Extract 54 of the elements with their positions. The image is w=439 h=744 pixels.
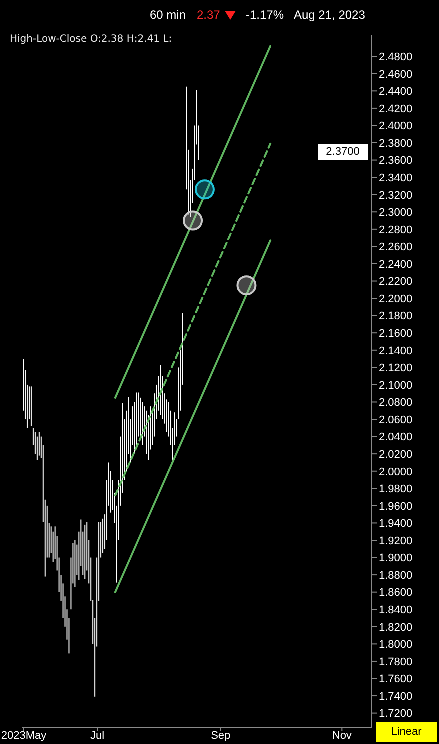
point	[236, 276, 257, 296]
y-tick-label: 2.0000	[379, 466, 413, 478]
y-tick-label: 1.7600	[379, 674, 413, 686]
text: Aug 21, 2023	[294, 8, 366, 22]
y-tick-label: 2.1200	[379, 362, 413, 375]
scale-button[interactable]: Linear	[376, 722, 437, 742]
y-tick-label: 1.8400	[379, 604, 413, 617]
y-tick-label: 2.1600	[379, 328, 413, 340]
y-tick-label: 2.1800	[379, 310, 413, 323]
y-tick-label: 1.7800	[379, 656, 413, 668]
y-tick-label: 1.9200	[379, 535, 413, 548]
y-tick-label: 1.9000	[379, 552, 413, 565]
y-tick-label: 2.3600	[379, 155, 413, 168]
annotation: 2.3700	[326, 146, 360, 158]
y-tick-label: 2.0600	[379, 414, 413, 426]
y-tick-label: 2.3200	[379, 190, 413, 202]
y-tick-label: 1.7400	[379, 690, 413, 703]
y-tick-label: 2.2400	[379, 258, 413, 271]
y-tick-label: 2.1400	[379, 345, 413, 358]
y-tick-label: 2.4200	[379, 103, 413, 116]
chart-title: 60 min	[150, 8, 186, 22]
y-tick-label: 2.3400	[379, 172, 413, 184]
y-tick-label: 1.7200	[379, 708, 413, 720]
y-tick-label: 2.4400	[379, 86, 413, 98]
y-tick-label: 2.4000	[379, 120, 413, 133]
y-tick-label: 1.9800	[379, 484, 413, 496]
x-tick-label: Nov	[332, 730, 352, 742]
y-tick-label: 2.2600	[379, 242, 413, 254]
y-tick-label: 1.9600	[379, 500, 413, 513]
text: -1.17%	[246, 8, 284, 22]
point	[194, 180, 215, 200]
y-tick-label: 1.9400	[379, 518, 413, 530]
y-tick-label: 2.2200	[379, 276, 413, 288]
chart-subtitle: High-Low-Close O:2.38 H:2.41 L:	[10, 34, 172, 45]
y-tick-label: 1.8600	[379, 587, 413, 600]
y-tick-label: 1.8200	[379, 622, 413, 634]
y-tick-label: 1.8000	[379, 639, 413, 652]
point	[183, 210, 204, 231]
x-tick-label: Jul	[90, 730, 105, 742]
y-tick-label: 2.3800	[379, 138, 413, 150]
y-tick-label: 2.0400	[379, 432, 413, 444]
y-tick-label: 1.8800	[379, 570, 413, 582]
price-tag: 2.3700	[318, 144, 368, 160]
y-tick-label: 2.0200	[379, 448, 413, 461]
x-tick-label: 2023May	[1, 730, 48, 742]
y-tick-label: 2.4800	[379, 52, 413, 64]
x-tick-label: Sep	[211, 730, 231, 742]
y-tick-label: 2.0800	[379, 397, 413, 410]
y-tick-label: 2.2000	[379, 293, 413, 306]
text: 2.37	[197, 8, 220, 22]
y-tick-label: 2.3000	[379, 207, 413, 220]
y-tick-label: 2.4600	[379, 68, 413, 81]
y-tick-label: 2.1000	[379, 380, 413, 392]
y-tick-label: 2.2800	[379, 224, 413, 236]
